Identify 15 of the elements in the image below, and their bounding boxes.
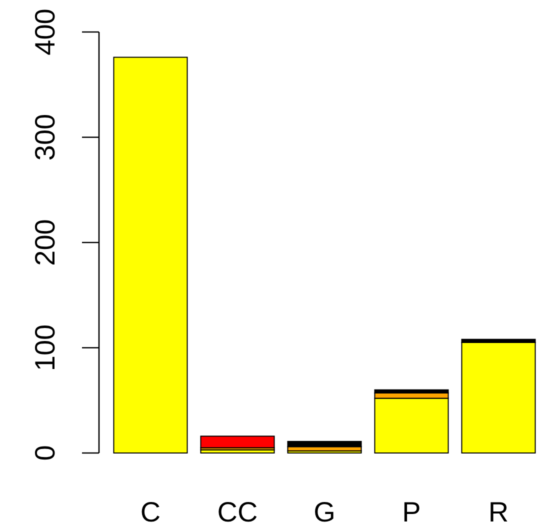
y-tick-label: 400 [30,8,60,56]
x-tick-label: P [402,496,421,526]
bar [374,398,449,454]
x-tick-label: CC [217,496,258,526]
y-tick-label: 200 [30,219,60,266]
x-tick-label: C [140,496,161,526]
bar [461,342,536,454]
bar [200,436,275,448]
y-tick-label: 0 [30,445,60,461]
bar [113,56,188,454]
y-tick-label: 300 [30,114,60,161]
y-tick-label: 100 [30,324,60,372]
x-tick-label: G [314,496,336,526]
x-tick-label: R [488,496,509,526]
bar [287,440,362,448]
